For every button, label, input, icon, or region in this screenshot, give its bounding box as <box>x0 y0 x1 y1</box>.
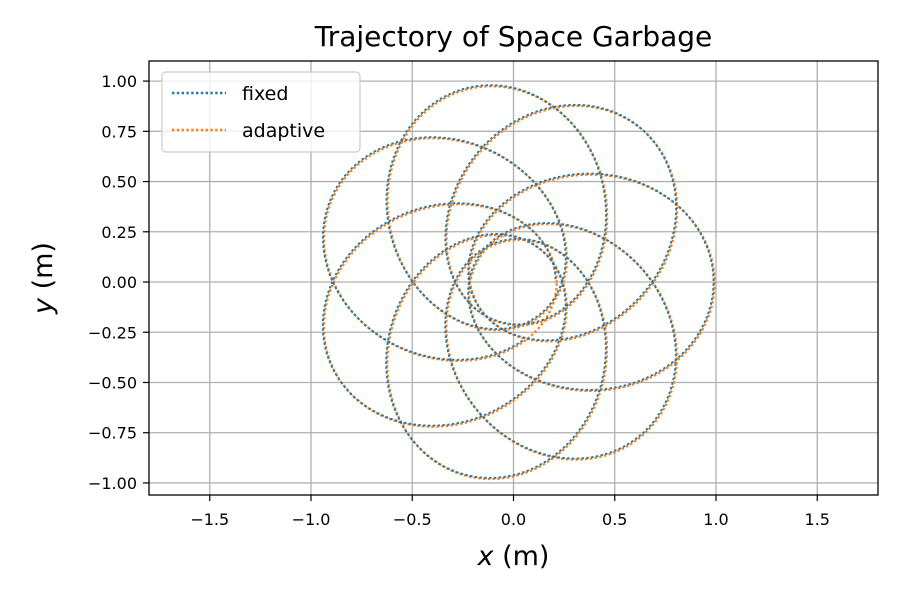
y-tick-label: 0.75 <box>101 122 137 141</box>
y-tick-label: −0.25 <box>88 323 137 342</box>
y-tick-label: −0.50 <box>88 373 137 392</box>
x-tick-label: −1.5 <box>190 510 229 529</box>
y-tick-label: 0.25 <box>101 223 137 242</box>
series-line-fixed <box>321 84 715 479</box>
y-axis-label: y (m) <box>28 242 59 315</box>
x-tick-label: −0.5 <box>393 510 432 529</box>
x-tick-label: 1.5 <box>805 510 830 529</box>
legend-label-adaptive: adaptive <box>242 120 325 142</box>
y-axis-symbol: y <box>28 297 59 315</box>
legend-label-fixed: fixed <box>242 83 288 105</box>
y-tick-label: 1.00 <box>101 72 137 91</box>
series-line-adaptive <box>322 85 716 481</box>
x-axis-label: x (m) <box>477 541 550 572</box>
y-tick-label: 0.00 <box>101 273 137 292</box>
x-tick-label: 1.0 <box>703 510 728 529</box>
y-axis-unit: (m) <box>28 242 59 298</box>
y-tick-label: −0.75 <box>88 424 137 443</box>
series-layer <box>321 84 716 481</box>
x-axis-symbol: x <box>477 541 495 572</box>
axis-ticks: −1.5 −1.0 −0.5 0.0 0.5 1.0 1.5 1.00 0.75 0.50 0.25… <box>88 72 830 529</box>
y-tick-label: 0.50 <box>101 173 137 192</box>
chart-title: Trajectory of Space Garbage <box>314 20 713 53</box>
x-tick-label: 0.0 <box>501 510 526 529</box>
x-tick-label: −1.0 <box>292 510 331 529</box>
x-tick-label: 0.5 <box>602 510 627 529</box>
x-axis-unit: (m) <box>494 541 550 572</box>
y-tick-label: −1.00 <box>88 474 137 493</box>
legend: fixed adaptive <box>161 71 361 153</box>
